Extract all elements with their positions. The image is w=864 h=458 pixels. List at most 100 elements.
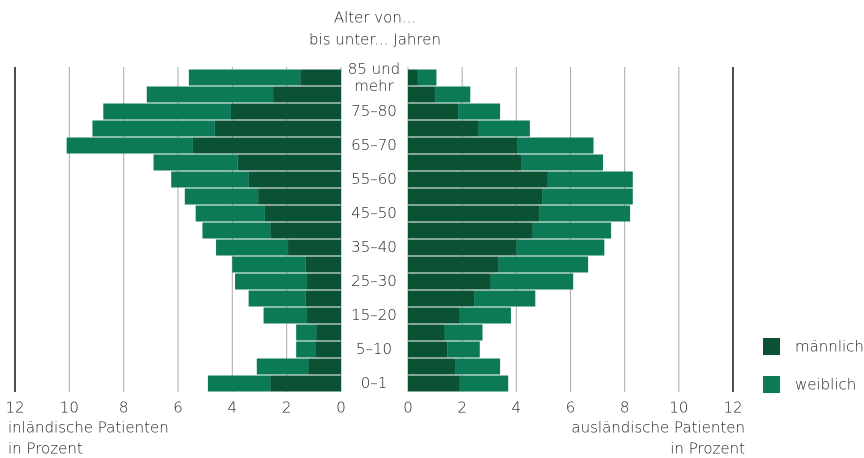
bar	[305, 290, 341, 307]
category-label: 0–1	[360, 373, 388, 392]
bar	[408, 273, 491, 290]
x-tick-label: 2	[282, 399, 292, 417]
bar	[103, 103, 231, 120]
bar	[230, 103, 341, 120]
bar	[408, 358, 456, 375]
bar	[305, 256, 341, 273]
legend-label: weiblich	[795, 376, 856, 394]
bar	[459, 375, 509, 392]
bar	[288, 239, 341, 256]
category-label: 75–80	[351, 101, 397, 120]
bar	[408, 324, 445, 341]
bar	[202, 222, 271, 239]
bar	[316, 324, 341, 341]
x-tick-label: 4	[512, 399, 522, 417]
x-tick-label: 0	[336, 399, 346, 417]
legend-swatch	[763, 376, 780, 393]
x-tick-label: 6	[566, 399, 576, 417]
bar	[184, 188, 259, 205]
bar	[408, 375, 460, 392]
bar	[498, 256, 589, 273]
bar	[188, 69, 301, 86]
x-tick-label: 8	[119, 399, 129, 417]
bar	[408, 341, 448, 358]
bar	[408, 188, 543, 205]
bar	[455, 358, 501, 375]
bar	[408, 171, 548, 188]
x-tick-label: 12	[723, 399, 742, 417]
bar	[458, 103, 501, 120]
bar	[235, 273, 308, 290]
bar	[444, 324, 483, 341]
bar	[408, 222, 533, 239]
bar	[264, 205, 341, 222]
bar	[300, 69, 341, 86]
bar	[308, 358, 341, 375]
bar	[516, 239, 605, 256]
bar	[296, 324, 317, 341]
bar	[192, 137, 341, 154]
x-tick-label: 10	[669, 399, 688, 417]
bar	[237, 154, 341, 171]
bar	[92, 120, 215, 137]
category-title: bis unter... Jahren	[309, 31, 441, 49]
bar	[146, 86, 274, 103]
x-tick-label: 4	[228, 399, 238, 417]
x-tick-label: 2	[457, 399, 467, 417]
legend-swatch	[763, 338, 780, 355]
x-tick-label: 8	[620, 399, 630, 417]
bar	[417, 69, 437, 86]
category-label: 65–70	[351, 135, 397, 154]
bar	[171, 171, 249, 188]
category-label: 55–60	[351, 169, 397, 188]
bar	[517, 137, 594, 154]
bar	[195, 205, 265, 222]
bar	[408, 120, 479, 137]
bar	[256, 358, 309, 375]
bar	[447, 341, 480, 358]
legend-label: männlich	[795, 338, 864, 356]
bar	[263, 307, 308, 324]
bar	[258, 188, 341, 205]
x-axis-label: ausländische Patienten	[571, 419, 745, 437]
x-axis-label: in Prozent	[8, 440, 83, 458]
bar	[207, 375, 271, 392]
x-tick-label: 6	[173, 399, 183, 417]
bar	[408, 69, 418, 86]
bar	[408, 154, 522, 171]
bar	[408, 205, 540, 222]
bar	[248, 171, 341, 188]
bar	[435, 86, 471, 103]
bar	[408, 137, 518, 154]
x-axis-label: inländische Patienten	[8, 419, 169, 437]
bar	[232, 256, 306, 273]
bar	[307, 307, 341, 324]
bar	[315, 341, 341, 358]
bar	[273, 86, 341, 103]
x-axis-label: in Prozent	[670, 440, 745, 458]
bar	[408, 290, 475, 307]
x-tick-label: 0	[403, 399, 413, 417]
x-tick-label: 10	[60, 399, 79, 417]
bar	[153, 154, 238, 171]
category-label: 35–40	[351, 237, 397, 256]
bar	[521, 154, 603, 171]
bar	[408, 307, 460, 324]
x-tick-label: 12	[5, 399, 24, 417]
bar	[270, 222, 341, 239]
bar	[408, 239, 517, 256]
category-title: Alter von...	[334, 9, 416, 27]
category-label: 85 und mehr	[347, 60, 401, 95]
bar	[408, 103, 459, 120]
bar	[532, 222, 612, 239]
bar	[539, 205, 631, 222]
bar	[542, 188, 633, 205]
category-label: 5–10	[355, 339, 393, 358]
bar	[459, 307, 511, 324]
category-label: 25–30	[351, 271, 397, 290]
bar	[408, 256, 499, 273]
bar	[478, 120, 530, 137]
bar	[296, 341, 316, 358]
category-label: 45–50	[351, 203, 397, 222]
